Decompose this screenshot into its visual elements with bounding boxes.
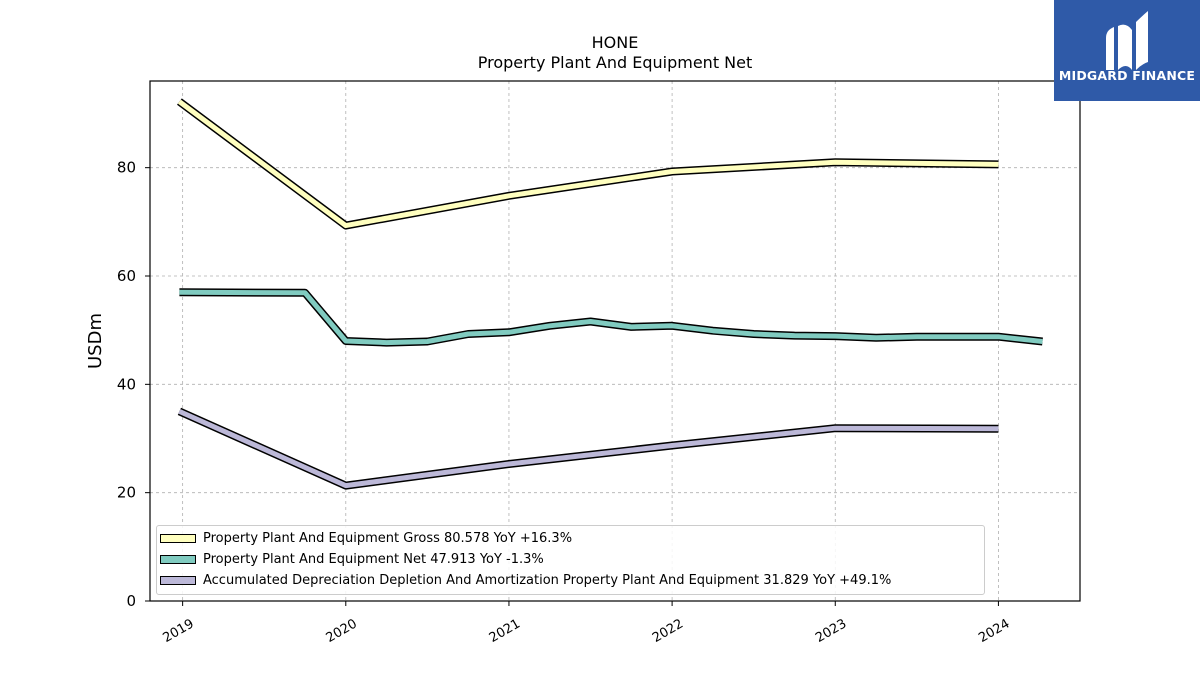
y-tick-label-3: 60 (117, 267, 136, 285)
series-line-1 (179, 289, 1043, 346)
x-tick-label-5: 2024 (976, 616, 1012, 646)
y-tick-label-1: 20 (117, 484, 136, 502)
midgard-finance-logo: MIDGARD FINANCE (1054, 0, 1200, 101)
midgard-m-icon (1106, 11, 1148, 71)
y-tick-label-0: 0 (126, 592, 136, 610)
x-tick-label-0: 2019 (160, 616, 196, 646)
legend: Property Plant And Equipment Gross 80.57… (156, 525, 985, 595)
legend-label-accumulated-depreciation: Accumulated Depreciation Depletion And A… (203, 572, 892, 588)
series-line-0 (177, 99, 999, 229)
series-line-2 (178, 409, 999, 489)
legend-swatch-net (160, 554, 196, 564)
logo-text: MIDGARD FINANCE (1058, 68, 1196, 83)
chart-title: HONE (592, 33, 639, 52)
y-tick-label-2: 40 (117, 375, 136, 393)
y-tick-label-4: 80 (117, 159, 136, 177)
legend-label-net: Property Plant And Equipment Net 47.913 … (203, 551, 544, 567)
x-tick-label-2: 2021 (487, 616, 523, 646)
x-tick-label-3: 2022 (650, 616, 686, 646)
x-tick-label-4: 2023 (813, 616, 849, 646)
legend-label-gross: Property Plant And Equipment Gross 80.57… (203, 530, 573, 546)
plot-frame (149, 80, 1081, 602)
series-outline-2 (177, 407, 999, 490)
y-axis-label: USDm (85, 313, 106, 369)
x-tick-label-1: 2020 (324, 616, 360, 646)
series-layer (177, 98, 1043, 490)
legend-swatch-accumulated-depreciation (160, 575, 196, 585)
legend-swatch-gross (160, 533, 196, 543)
grid (150, 81, 1080, 602)
chart-subtitle: Property Plant And Equipment Net (478, 53, 753, 72)
